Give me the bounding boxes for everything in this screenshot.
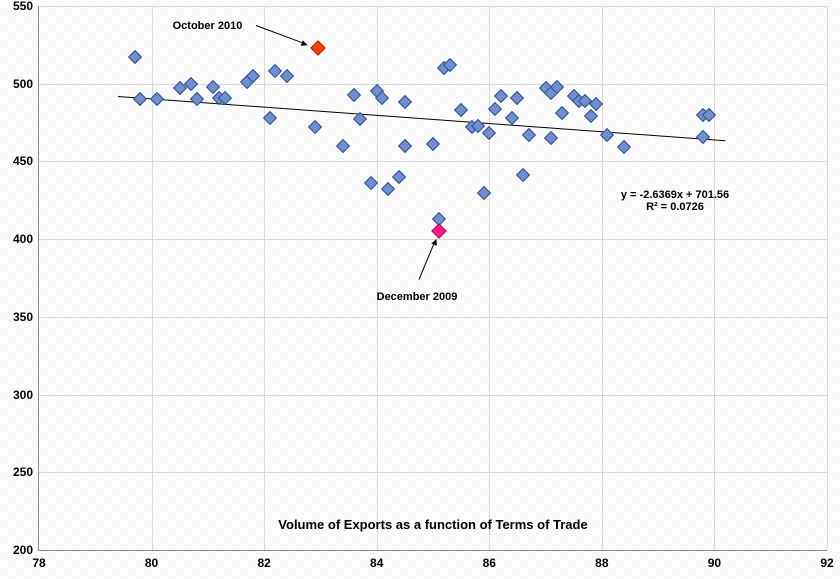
y-tick-label: 450 xyxy=(13,154,39,168)
gridline-h xyxy=(39,472,827,473)
data-point xyxy=(190,92,204,106)
data-point xyxy=(493,89,507,103)
data-point xyxy=(308,120,322,134)
data-point xyxy=(510,91,524,105)
annotation-arrow-october-2010 xyxy=(255,25,306,45)
equation-line: y = -2.6369x + 701.56 xyxy=(621,189,729,201)
annotation-label-december-2009: December 2009 xyxy=(377,291,458,303)
data-point xyxy=(617,140,631,154)
data-point xyxy=(392,170,406,184)
data-point xyxy=(347,88,361,102)
gridline-h xyxy=(39,161,827,162)
gridline-v xyxy=(602,6,603,550)
x-tick-label: 82 xyxy=(257,550,270,570)
x-tick-label: 90 xyxy=(708,550,721,570)
y-tick-label: 250 xyxy=(13,465,39,479)
data-point xyxy=(696,129,710,143)
data-point xyxy=(133,92,147,106)
annotation-arrow-december-2009 xyxy=(418,240,435,280)
gridline-h xyxy=(39,6,827,7)
gridline-v xyxy=(489,6,490,550)
x-tick-label: 88 xyxy=(595,550,608,570)
regression-equation: y = -2.6369x + 701.56R² = 0.0726 xyxy=(621,189,729,213)
data-point xyxy=(555,106,569,120)
data-point xyxy=(544,131,558,145)
gridline-v xyxy=(714,6,715,550)
y-tick-label: 300 xyxy=(13,388,39,402)
annotation-label-october-2010: October 2010 xyxy=(173,20,243,32)
data-point xyxy=(398,139,412,153)
y-tick-label: 500 xyxy=(13,77,39,91)
chart-title: Volume of Exports as a function of Terms… xyxy=(278,517,587,532)
data-point xyxy=(505,111,519,125)
gridline-h xyxy=(39,395,827,396)
gridline-v xyxy=(827,6,828,550)
regression-line xyxy=(118,96,726,141)
data-point xyxy=(454,103,468,117)
scatter-plot-area: 2002503003504004505005507880828486889092… xyxy=(38,6,827,551)
equation-line: R² = 0.0726 xyxy=(621,201,729,213)
gridline-v xyxy=(152,6,153,550)
gridline-v xyxy=(264,6,265,550)
data-point xyxy=(516,168,530,182)
x-tick-label: 92 xyxy=(820,550,833,570)
data-point xyxy=(482,126,496,140)
gridline-h xyxy=(39,84,827,85)
data-point xyxy=(128,50,142,64)
highlight-point-december-2009 xyxy=(431,224,447,240)
data-point xyxy=(522,128,536,142)
y-tick-label: 400 xyxy=(13,232,39,246)
data-point xyxy=(426,137,440,151)
y-tick-label: 550 xyxy=(13,0,39,13)
x-tick-label: 84 xyxy=(370,550,383,570)
x-tick-label: 86 xyxy=(483,550,496,570)
data-point xyxy=(398,95,412,109)
y-tick-label: 350 xyxy=(13,310,39,324)
data-point xyxy=(336,139,350,153)
highlight-point-october-2010 xyxy=(310,40,326,56)
x-tick-label: 80 xyxy=(145,550,158,570)
data-point xyxy=(381,182,395,196)
x-tick-label: 78 xyxy=(32,550,45,570)
gridline-h xyxy=(39,317,827,318)
